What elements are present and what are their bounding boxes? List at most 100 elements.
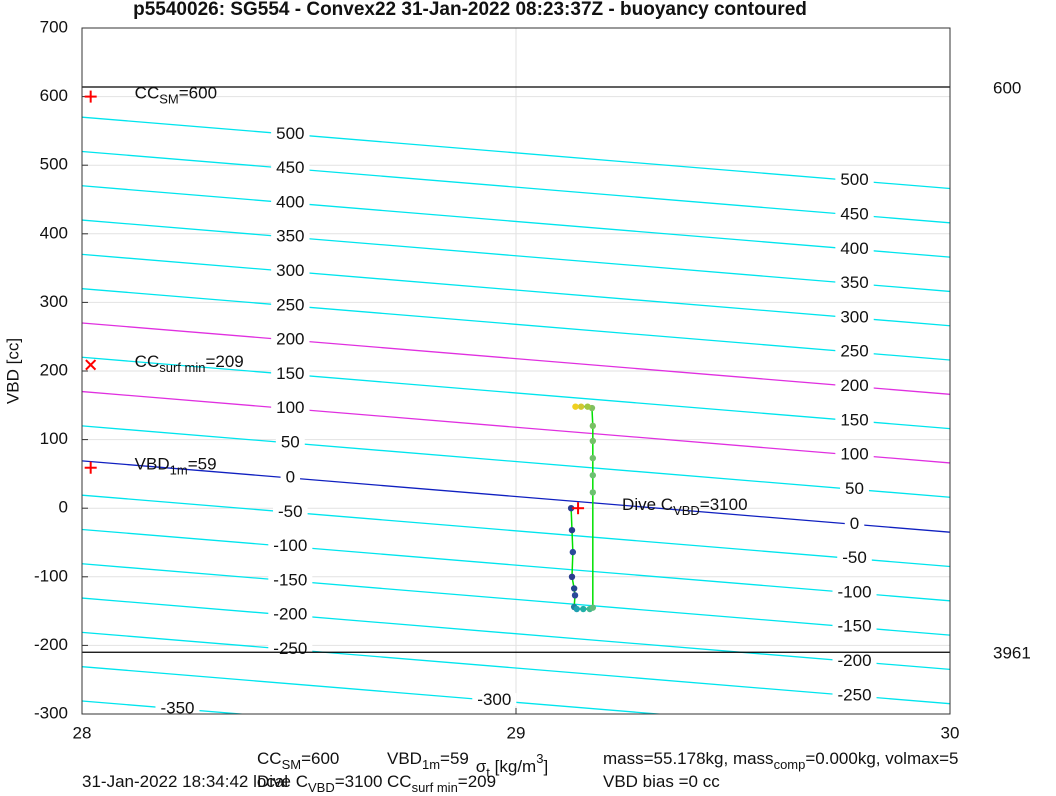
contour-label: 0 — [850, 514, 859, 533]
contour-label: 50 — [281, 432, 300, 451]
plot-content: 5005004504504004003503503003002502502002… — [82, 86, 950, 717]
text-part: =0.000kg, volmax=5 — [805, 749, 958, 768]
contour-label: 200 — [840, 376, 868, 395]
footer-text: CCsurf min=209 — [387, 772, 496, 795]
dive-point — [572, 403, 579, 410]
text-part: =600 — [179, 84, 217, 103]
axes-box — [81, 27, 951, 715]
contour-line — [82, 322, 950, 395]
contour-label-bg — [273, 504, 308, 518]
x-tick-label: 28 — [73, 723, 92, 742]
contour-line — [82, 288, 950, 361]
contour-line — [82, 185, 950, 258]
contour-label-bg — [472, 693, 517, 707]
marker-label: CCsurf min=209 — [135, 352, 244, 375]
y-tick-label: 300 — [40, 292, 68, 311]
contour-label-bg — [275, 435, 305, 449]
text-part: VBD — [308, 780, 335, 795]
dive-point — [589, 489, 597, 496]
contour-label-bg — [271, 332, 310, 346]
dive-point — [584, 403, 591, 410]
text-part: Dive C — [257, 772, 308, 791]
contour-label: -50 — [278, 502, 303, 521]
contour-label: 50 — [845, 479, 864, 498]
text-part: VBD — [673, 504, 700, 519]
contour-label: 250 — [840, 342, 868, 361]
text-part: =59 — [188, 455, 217, 474]
contour-line — [82, 253, 950, 327]
contour-label-bg — [835, 207, 874, 221]
contour-label-bg — [271, 263, 310, 277]
y-tick-label: 0 — [59, 498, 68, 517]
footer-text: VBD1m=59 — [387, 749, 469, 772]
text-part: ] — [543, 757, 548, 776]
text-part: comp — [774, 757, 806, 772]
y-tick-label: -100 — [34, 566, 68, 585]
contour-label-bg — [271, 161, 310, 175]
contour-line — [82, 356, 950, 430]
dive-point — [589, 472, 597, 479]
contour-label: -50 — [842, 548, 867, 567]
contour-label: 150 — [840, 410, 868, 429]
text-part: =3100 — [700, 496, 748, 515]
contour-label: -350 — [160, 698, 194, 717]
text-part: =59 — [440, 749, 469, 768]
text-part: VBD bias =0 cc — [603, 772, 720, 791]
contour-label-bg — [835, 276, 874, 290]
text-part: VBD — [135, 455, 170, 474]
text-part: CC — [135, 352, 160, 371]
dive-point — [571, 592, 579, 599]
contour-label-bg — [835, 344, 874, 358]
contour-label-bg — [832, 688, 877, 702]
text-part: VBD — [387, 749, 422, 768]
contour-label-bg — [835, 241, 874, 255]
contour-label-bg — [271, 229, 310, 243]
text-part: CC — [387, 772, 412, 791]
contour-line — [82, 700, 249, 714]
text-part: =209 — [205, 352, 243, 371]
contour-label: 450 — [840, 204, 868, 223]
contour-line — [82, 563, 950, 636]
contour-line — [82, 425, 950, 498]
contour-label-bg — [155, 701, 200, 714]
text-part: surf min — [412, 780, 458, 795]
dive-point — [570, 585, 578, 592]
y-tick-label: 100 — [40, 429, 68, 448]
dive-point — [577, 403, 585, 410]
footer-text: 31-Jan-2022 18:34:42 local — [82, 772, 288, 791]
contour-label: 200 — [276, 330, 304, 349]
contour-label: 300 — [840, 307, 868, 326]
contour-label-bg — [835, 447, 874, 461]
chart-title: p5540026: SG554 - Convex22 31-Jan-2022 0… — [133, 0, 807, 20]
contour-label: 100 — [276, 398, 304, 417]
reference-label: 600 — [993, 78, 1021, 97]
contour-line — [82, 219, 950, 293]
text-part: 1m — [170, 463, 188, 478]
contour-label: 400 — [840, 239, 868, 258]
contour-label-bg — [835, 310, 874, 324]
contour-label-bg — [271, 126, 310, 140]
contour-label: 350 — [840, 273, 868, 292]
contour-label: -100 — [838, 582, 872, 601]
contour-label-bg — [832, 619, 877, 633]
text-part: =209 — [458, 772, 496, 791]
contour-label-bg — [835, 413, 874, 427]
dive-point — [580, 605, 587, 613]
y-tick-label: 500 — [40, 155, 68, 174]
marker-label: VBD1m=59 — [135, 455, 217, 478]
y-tick-label: -200 — [34, 635, 68, 654]
text-part: surf min — [159, 360, 205, 375]
y-tick-label: -300 — [34, 703, 68, 722]
contour-label-bg — [271, 298, 310, 312]
contour-label: 400 — [276, 192, 304, 211]
contour-label-bg — [280, 470, 301, 484]
y-tick-label: 700 — [40, 17, 68, 36]
contour-label: 350 — [276, 227, 304, 246]
contour-label: 250 — [276, 295, 304, 314]
contour-label: 0 — [286, 467, 295, 486]
dive-point — [589, 604, 597, 611]
contour-line — [82, 597, 950, 671]
y-tick-label: 200 — [40, 360, 68, 379]
